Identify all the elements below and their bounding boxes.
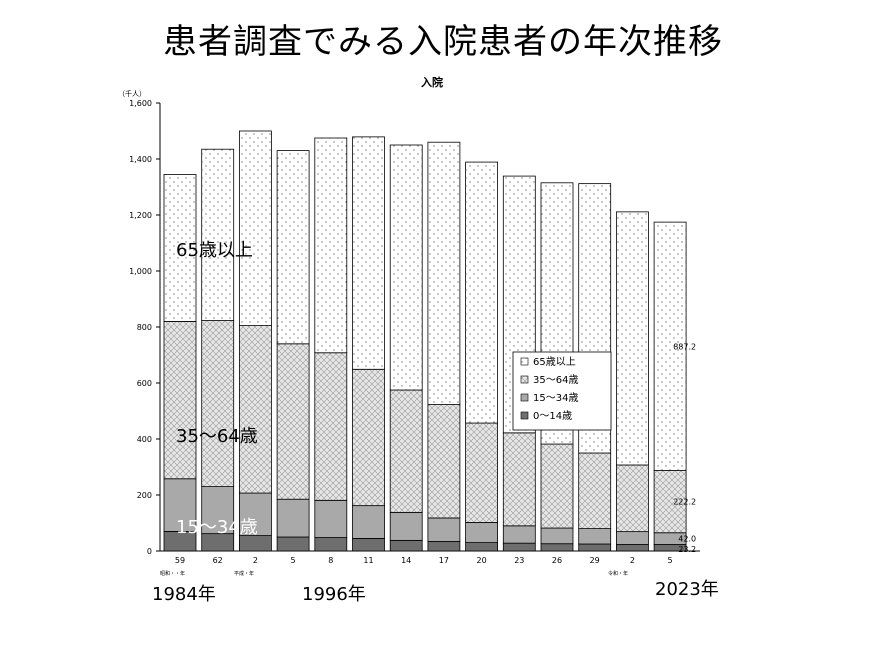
data-label-15-34: 42.0 [678,535,696,544]
bar-segment [578,543,612,552]
x-tick-label: 5 [668,556,673,565]
page-title: 患者調査でみる入院患者の年次推移 [163,22,723,62]
bar-segment [616,544,649,552]
bar-segment [276,536,310,552]
y-tick-label: 0 [147,547,152,556]
bar-segment [314,537,348,552]
bar-segment [653,470,687,534]
x-tick-label: 29 [590,556,600,565]
bar-segment [540,543,574,552]
data-label-0-14: 23.2 [678,545,696,554]
year-1996-label: 1996年 [302,584,366,605]
bar-segment [238,130,272,327]
bar-segment [389,144,423,391]
bar-segment [389,389,423,513]
bar-segment [427,141,461,405]
bar-segment [314,499,348,538]
bar-segment [540,443,574,529]
bar-segment [502,432,536,527]
bar-segment [276,343,310,500]
legend-label: 35〜64歳 [533,374,578,386]
bar-segment [352,136,385,370]
y-tick-label: 600 [137,379,152,388]
bar-segment [389,539,423,552]
bar-segment [276,150,310,345]
era-label-heisei: 平成・年 [234,570,254,577]
bar-segment [465,422,499,523]
bar-segment [578,528,612,545]
era-label-showa: 昭和・・年 [160,570,185,577]
legend-box [512,351,612,431]
bar-segment [502,542,536,552]
y-tick-label: 1,400 [129,155,152,164]
x-tick-label: 23 [514,556,524,565]
chart-title: 入院 [421,75,443,89]
y-tick-label: 400 [137,435,152,444]
bar-segment [276,498,310,538]
bar-segment [502,525,536,544]
y-tick-label: 800 [137,323,152,332]
bar-segment [578,452,612,529]
bar-segment [653,221,687,471]
legend-swatch [520,375,529,384]
bar-segment [314,137,348,354]
legend-swatch [520,411,529,420]
bar-segment [465,522,499,544]
y-axis-unit-label: （千人） [118,89,146,98]
bar-segment [163,478,197,532]
x-tick-label: 59 [175,556,185,565]
annotation-35-64: 35〜64歳 [176,426,258,447]
x-tick-label: 26 [552,556,562,565]
x-tick-label: 11 [363,556,373,565]
x-tick-label: 2 [630,556,635,565]
era-label-reiwa: 令和・年 [608,570,628,577]
bar-segment [616,531,649,545]
y-tick-label: 1,200 [129,211,152,220]
data-label-35-64: 222.2 [673,498,696,507]
x-tick-label: 20 [477,556,487,565]
bar-segment [314,352,348,501]
bar-segment [238,325,272,494]
bar-segment [616,464,649,533]
bar-segment [201,486,235,535]
bar-segment [465,542,499,552]
y-tick-label: 1,600 [129,99,152,108]
year-1984-label: 1984年 [152,584,216,605]
y-tick-label: 1,000 [129,267,152,276]
bar-segment [616,211,649,466]
y-tick-label: 200 [137,491,152,500]
x-tick-label: 5 [291,556,296,565]
legend-swatch [520,357,529,366]
bar-segment [465,161,499,424]
bar-segment [427,404,461,519]
legend-label: 65歳以上 [533,356,576,368]
bar-segment [352,538,385,552]
bar-segment [238,492,272,537]
x-tick-label: 17 [439,556,449,565]
bar-segment [163,320,197,480]
bar-segment [201,320,235,487]
bar-segment [163,173,197,322]
bar-segment [352,368,385,507]
annotation-65-over: 65歳以上 [176,240,253,261]
bar-segment [201,148,235,321]
x-tick-label: 14 [401,556,411,565]
bar-segment [389,511,423,541]
annotation-15-34: 15〜34歳 [176,517,258,538]
bar-segment [352,505,385,539]
legend-label: 15〜34歳 [533,392,578,404]
x-tick-label: 62 [213,556,223,565]
x-tick-label: 2 [253,556,258,565]
bar-segment [427,541,461,552]
bar-segment [427,517,461,542]
legend-swatch [520,393,529,402]
year-2023-label: 2023年 [655,579,719,600]
x-tick-label: 8 [328,556,333,565]
bar-segment [540,527,574,545]
legend-label: 0〜14歳 [533,410,572,422]
data-label-65-over: 887.2 [673,342,696,351]
